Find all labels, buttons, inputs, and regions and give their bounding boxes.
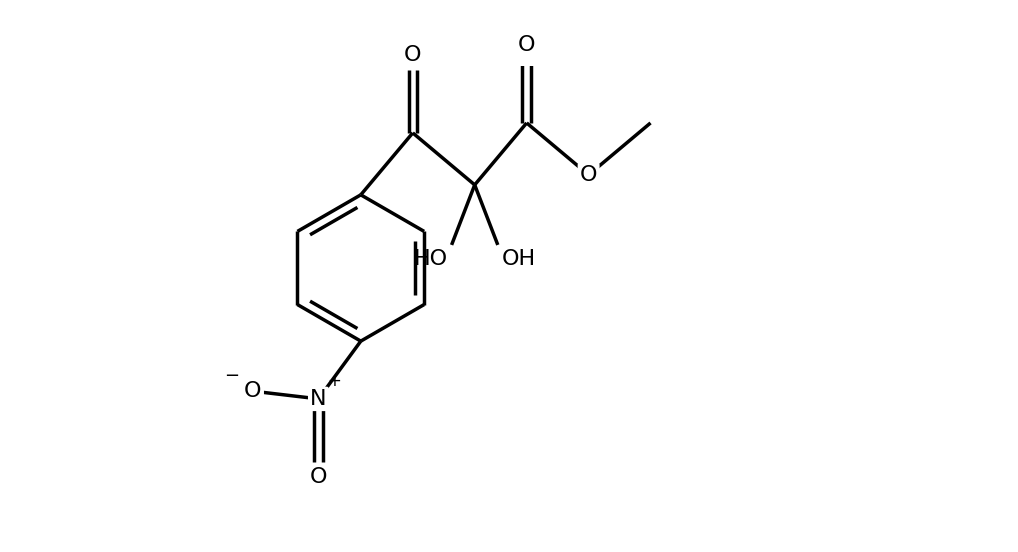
- Text: −: −: [224, 367, 239, 385]
- Text: OH: OH: [502, 249, 535, 269]
- Text: O: O: [244, 381, 262, 401]
- Text: O: O: [404, 45, 421, 65]
- Text: O: O: [309, 466, 327, 487]
- Text: HO: HO: [413, 249, 448, 269]
- Text: N: N: [310, 389, 327, 409]
- Text: O: O: [580, 165, 598, 185]
- Text: O: O: [518, 35, 535, 55]
- Text: +: +: [327, 372, 341, 390]
